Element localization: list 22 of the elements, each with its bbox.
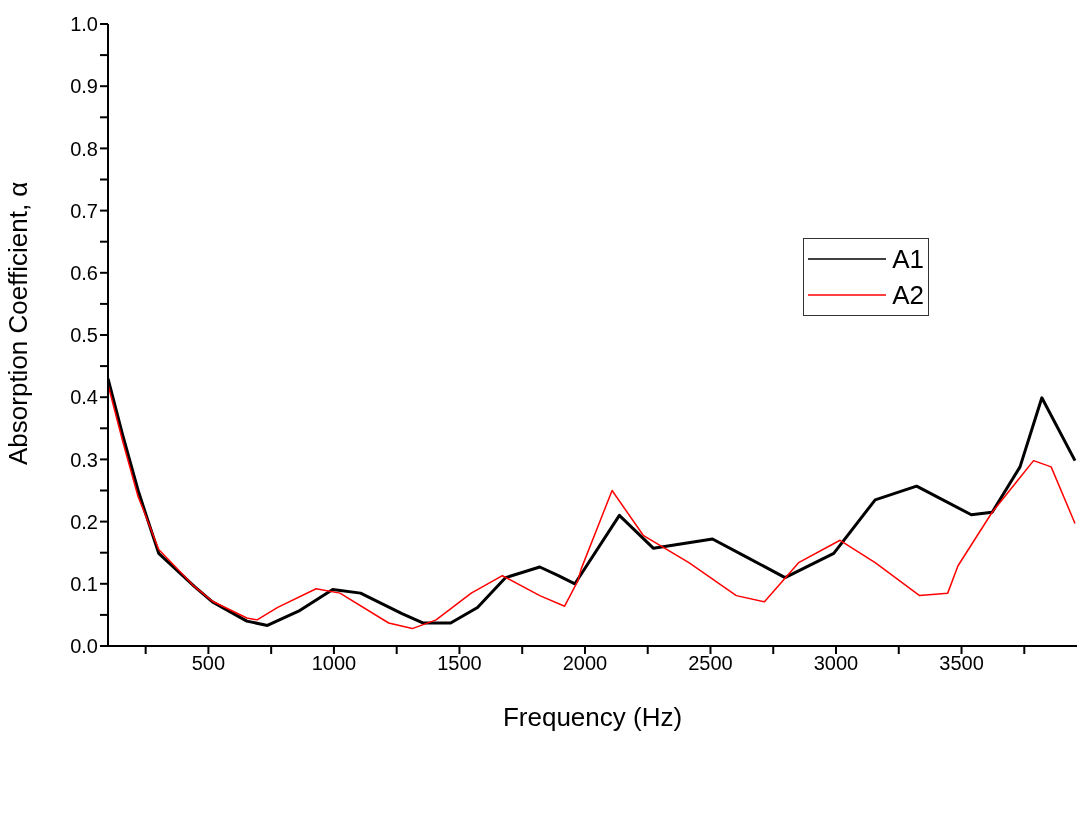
x-tick-label: 500 [191, 652, 226, 675]
y-tick-label: 0.0 [70, 635, 98, 658]
y-tick-label: 0.1 [70, 572, 98, 595]
y-tick-label: 0.9 [70, 75, 98, 98]
x-axis-title: Frequency (Hz) [502, 702, 683, 732]
x-tick-label: 3500 [939, 652, 984, 675]
x-tick-label: 1500 [437, 652, 482, 675]
y-tick-label: 0.7 [70, 199, 98, 222]
x-tick-label: 2000 [562, 652, 608, 675]
x-tick-label: 2500 [688, 652, 733, 675]
legend-label: A2 [892, 279, 924, 311]
x-tick-label: 1000 [311, 652, 357, 675]
y-tick-label: 0.3 [70, 448, 98, 471]
y-tick-label: 0.4 [70, 386, 98, 409]
y-tick-label: 0.8 [70, 137, 98, 160]
y-axis-title: Absorption Coefficient, α [3, 181, 34, 465]
x-tick-label: 3000 [813, 652, 859, 675]
y-tick-label: 0.5 [70, 324, 98, 347]
y-tick-label: 0.2 [70, 510, 98, 533]
y-tick-label: 0.6 [70, 261, 98, 284]
y-tick-label: 1.0 [70, 13, 98, 36]
legend-label: A1 [892, 243, 924, 275]
